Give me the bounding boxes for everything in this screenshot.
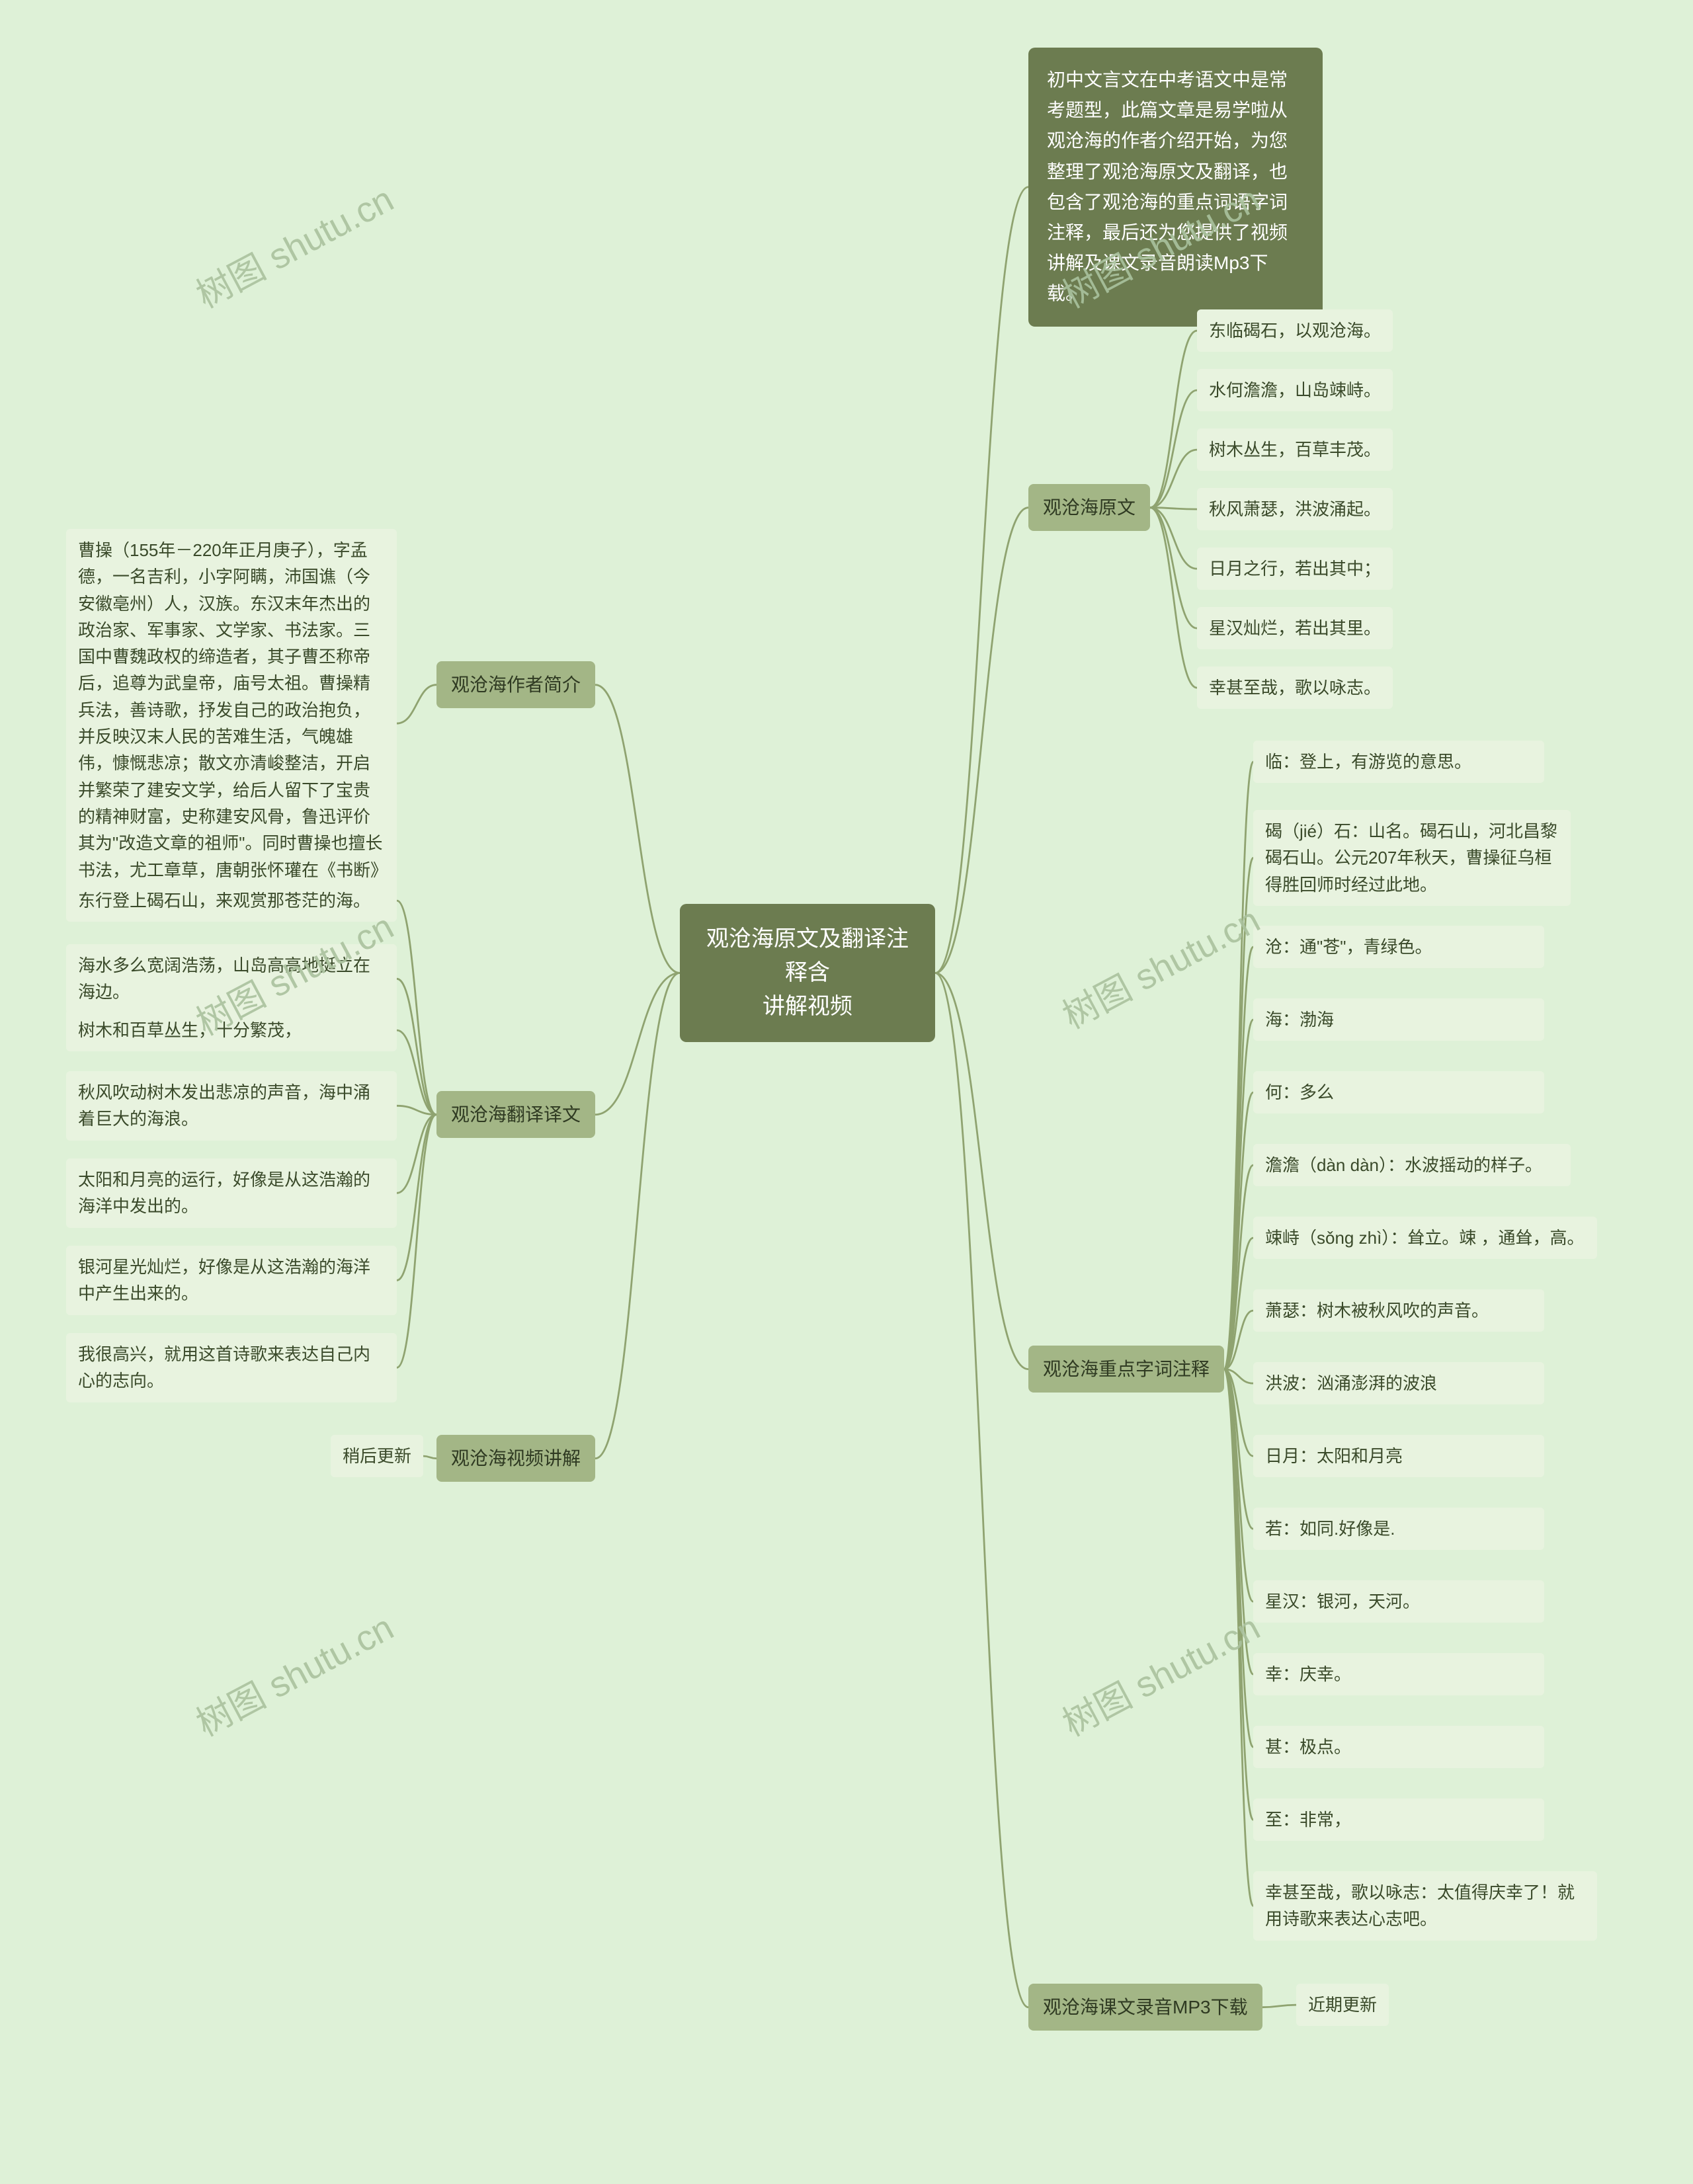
annotation-item: 临：登上，有游览的意思。 xyxy=(1253,741,1544,783)
annotation-item: 萧瑟：树木被秋风吹的声音。 xyxy=(1253,1289,1544,1332)
original-item: 东临碣石，以观沧海。 xyxy=(1197,309,1393,352)
watermark: 树图 shutu.cn xyxy=(186,1599,401,1746)
annotation-item: 幸：庆幸。 xyxy=(1253,1653,1544,1695)
original-item: 水何澹澹，山岛竦峙。 xyxy=(1197,369,1393,411)
video-content: 稍后更新 xyxy=(331,1435,423,1477)
original-item: 幸甚至哉，歌以咏志。 xyxy=(1197,667,1393,709)
translation-item: 秋风吹动树木发出悲凉的声音，海中涌着巨大的海浪。 xyxy=(66,1071,397,1141)
translation-item: 太阳和月亮的运行，好像是从这浩瀚的海洋中发出的。 xyxy=(66,1158,397,1228)
watermark: 树图 shutu.cn xyxy=(1052,891,1268,1039)
annotation-item: 何：多么 xyxy=(1253,1071,1544,1113)
branch-author-label: 观沧海作者简介 xyxy=(451,674,581,695)
branch-original-label: 观沧海原文 xyxy=(1043,497,1136,518)
annotation-item: 洪波：汹涌澎湃的波浪 xyxy=(1253,1362,1544,1404)
original-item: 日月之行，若出其中； xyxy=(1197,547,1393,590)
translation-item: 我很高兴，就用这首诗歌来表达自己内心的志向。 xyxy=(66,1333,397,1402)
watermark: 树图 shutu.cn xyxy=(1052,1599,1268,1746)
annotation-item: 日月：太阳和月亮 xyxy=(1253,1435,1544,1477)
branch-original[interactable]: 观沧海原文 xyxy=(1028,484,1150,531)
annotation-item: 幸甚至哉，歌以咏志：太值得庆幸了！就用诗歌来表达心志吧。 xyxy=(1253,1871,1597,1941)
branch-annotations-label: 观沧海重点字词注释 xyxy=(1043,1359,1210,1379)
original-item: 星汉灿烂，若出其里。 xyxy=(1197,607,1393,649)
branch-mp3-label: 观沧海课文录音MP3下载 xyxy=(1043,1997,1248,2017)
annotation-item: 海：渤海 xyxy=(1253,998,1544,1041)
annotation-item: 至：非常， xyxy=(1253,1799,1544,1841)
annotation-item: 星汉：银河，天河。 xyxy=(1253,1580,1544,1623)
original-item: 树木丛生，百草丰茂。 xyxy=(1197,428,1393,471)
branch-video-label: 观沧海视频讲解 xyxy=(451,1448,581,1469)
annotation-item: 若：如同.好像是. xyxy=(1253,1508,1544,1550)
branch-author[interactable]: 观沧海作者简介 xyxy=(436,661,595,708)
branch-annotations[interactable]: 观沧海重点字词注释 xyxy=(1028,1346,1224,1393)
translation-item: 树木和百草丛生，十分繁茂， xyxy=(66,1009,397,1051)
annotation-item: 沧：通"苍"，青绿色。 xyxy=(1253,926,1544,968)
center-line1: 观沧海原文及翻译注释含 xyxy=(706,926,909,985)
translation-item: 银河星光灿烂，好像是从这浩瀚的海洋中产生出来的。 xyxy=(66,1246,397,1315)
center-line2: 讲解视频 xyxy=(763,994,852,1019)
annotation-item: 竦峙（sǒng zhì）：耸立。竦 ，通耸，高。 xyxy=(1253,1217,1597,1259)
branch-translation-label: 观沧海翻译译文 xyxy=(451,1104,581,1125)
branch-mp3[interactable]: 观沧海课文录音MP3下载 xyxy=(1028,1984,1262,2031)
intro-text: 初中文言文在中考语文中是常考题型，此篇文章是易学啦从观沧海的作者介绍开始，为您整… xyxy=(1047,69,1288,303)
annotation-item: 碣（jié）石：山名。碣石山，河北昌黎碣石山。公元207年秋天，曹操征乌桓得胜回… xyxy=(1253,810,1571,906)
annotation-item: 澹澹（dàn dàn）：水波摇动的样子。 xyxy=(1253,1144,1571,1186)
watermark: 树图 shutu.cn xyxy=(186,171,401,318)
annotation-item: 甚：极点。 xyxy=(1253,1726,1544,1768)
translation-item: 东行登上碣石山，来观赏那苍茫的海。 xyxy=(66,879,397,922)
mp3-content: 近期更新 xyxy=(1296,1984,1389,2026)
intro-node: 初中文言文在中考语文中是常考题型，此篇文章是易学啦从观沧海的作者介绍开始，为您整… xyxy=(1028,48,1323,327)
translation-item: 海水多么宽阔浩荡，山岛高高地挺立在海边。 xyxy=(66,944,397,1014)
branch-translation[interactable]: 观沧海翻译译文 xyxy=(436,1091,595,1138)
original-item: 秋风萧瑟，洪波涌起。 xyxy=(1197,488,1393,530)
center-node: 观沧海原文及翻译注释含 讲解视频 xyxy=(680,904,935,1042)
branch-video[interactable]: 观沧海视频讲解 xyxy=(436,1435,595,1482)
author-content: 曹操（155年－220年正月庚子），字孟德，一名吉利，小字阿瞒，沛国谯（今安徽亳… xyxy=(66,529,397,918)
